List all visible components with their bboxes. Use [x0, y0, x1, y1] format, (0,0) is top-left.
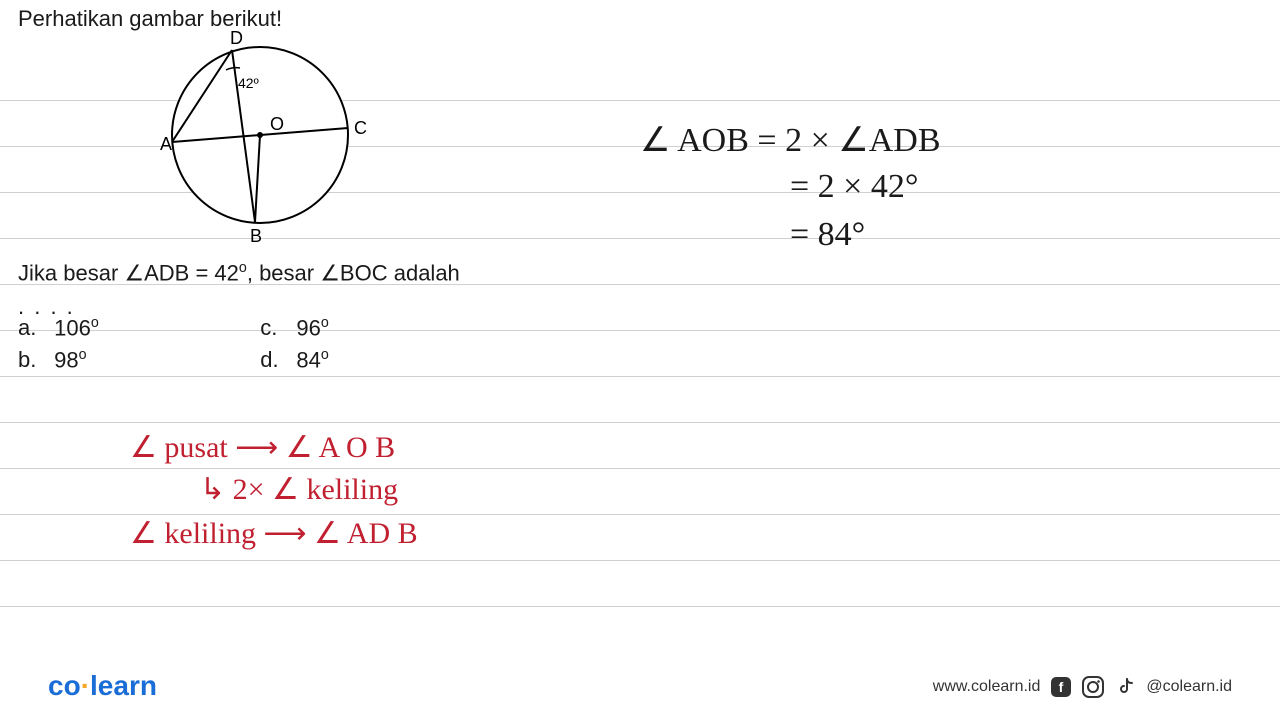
handwriting-red-line2: ↳ 2× ∠ keliling — [200, 472, 398, 507]
circle-diagram: D A C B O 42º — [140, 30, 380, 250]
problem-intro: Perhatikan gambar berikut! — [18, 6, 282, 32]
question-prefix: Jika besar ∠ADB = 42 — [18, 260, 239, 285]
logo-dot: · — [81, 670, 90, 701]
svg-text:A: A — [160, 134, 172, 154]
handwriting-black-line3: = 84° — [790, 216, 865, 254]
option-d-letter: d. — [260, 347, 290, 373]
handwriting-black-line1: ∠ AOB = 2 × ∠ADB — [640, 120, 941, 160]
svg-text:f: f — [1059, 679, 1064, 695]
option-b-value: 98o — [54, 347, 254, 373]
problem-question: Jika besar ∠ADB = 42o, besar ∠BOC adalah — [18, 260, 460, 286]
option-c-value: 96o — [296, 315, 328, 341]
option-b-letter: b. — [18, 347, 48, 373]
footer-right: www.colearn.id f @colearn.id — [933, 676, 1232, 698]
svg-text:C: C — [354, 118, 367, 138]
handwriting-red-line1: ∠ pusat ⟶ ∠ A O B — [130, 430, 395, 465]
svg-text:D: D — [230, 30, 243, 48]
instagram-icon — [1082, 676, 1104, 698]
handwriting-red-line3: ∠ keliling ⟶ ∠ AD B — [130, 516, 418, 551]
option-a-letter: a. — [18, 315, 48, 341]
svg-text:B: B — [250, 226, 262, 246]
svg-text:42º: 42º — [238, 75, 259, 91]
footer-handle: @colearn.id — [1146, 678, 1232, 696]
svg-text:O: O — [270, 114, 284, 134]
footer-url: www.colearn.id — [933, 678, 1041, 696]
option-c-letter: c. — [260, 315, 290, 341]
logo-learn: learn — [90, 670, 157, 701]
logo-co: co — [48, 670, 81, 701]
question-suffix: , besar ∠BOC adalah — [247, 260, 460, 285]
footer: co·learn www.colearn.id f @colearn.id — [0, 662, 1280, 702]
tiktok-icon — [1114, 676, 1136, 698]
degree-symbol: o — [239, 260, 247, 276]
options-block: a. 106o c. 96o b. 98o d. 84o — [18, 315, 329, 379]
handwriting-black-line2: = 2 × 42° — [790, 168, 918, 206]
facebook-icon: f — [1050, 676, 1072, 698]
option-d-value: 84o — [296, 347, 328, 373]
colearn-logo: co·learn — [48, 670, 157, 702]
option-a-value: 106o — [54, 315, 254, 341]
